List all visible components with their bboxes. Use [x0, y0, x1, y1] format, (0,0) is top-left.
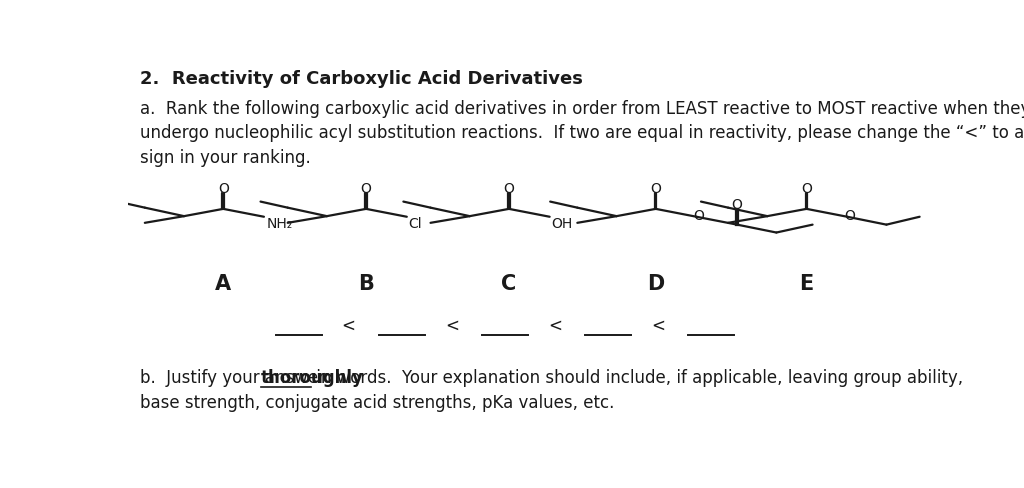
- Text: 2.  Reactivity of Carboxylic Acid Derivatives: 2. Reactivity of Carboxylic Acid Derivat…: [140, 70, 583, 88]
- Text: O: O: [650, 182, 662, 196]
- Text: C: C: [502, 274, 516, 294]
- Text: thoroughly: thoroughly: [261, 368, 364, 386]
- Text: <: <: [651, 316, 666, 334]
- Text: <: <: [548, 316, 562, 334]
- Text: in words.  Your explanation should include, if applicable, leaving group ability: in words. Your explanation should includ…: [311, 368, 964, 386]
- Text: A: A: [215, 274, 231, 294]
- Text: D: D: [647, 274, 665, 294]
- Text: Cl: Cl: [409, 217, 422, 231]
- Text: O: O: [844, 208, 855, 223]
- Text: base strength, conjugate acid strengths, pKa values, etc.: base strength, conjugate acid strengths,…: [140, 394, 614, 412]
- Text: sign in your ranking.: sign in your ranking.: [140, 149, 310, 167]
- Text: O: O: [360, 182, 372, 196]
- Text: O: O: [732, 198, 742, 212]
- Text: B: B: [358, 274, 374, 294]
- Text: <: <: [444, 316, 459, 334]
- Text: E: E: [800, 274, 814, 294]
- Text: O: O: [218, 182, 228, 196]
- Text: O: O: [504, 182, 514, 196]
- Text: a.  Rank the following carboxylic acid derivatives in order from LEAST reactive : a. Rank the following carboxylic acid de…: [140, 100, 1024, 118]
- Text: O: O: [801, 182, 812, 196]
- Text: b.  Justify your answer: b. Justify your answer: [140, 368, 330, 386]
- Text: OH: OH: [551, 217, 572, 231]
- Text: O: O: [693, 208, 705, 223]
- Text: undergo nucleophilic acyl substitution reactions.  If two are equal in reactivit: undergo nucleophilic acyl substitution r…: [140, 124, 1024, 142]
- Text: <: <: [342, 316, 355, 334]
- Text: NH₂: NH₂: [266, 217, 293, 231]
